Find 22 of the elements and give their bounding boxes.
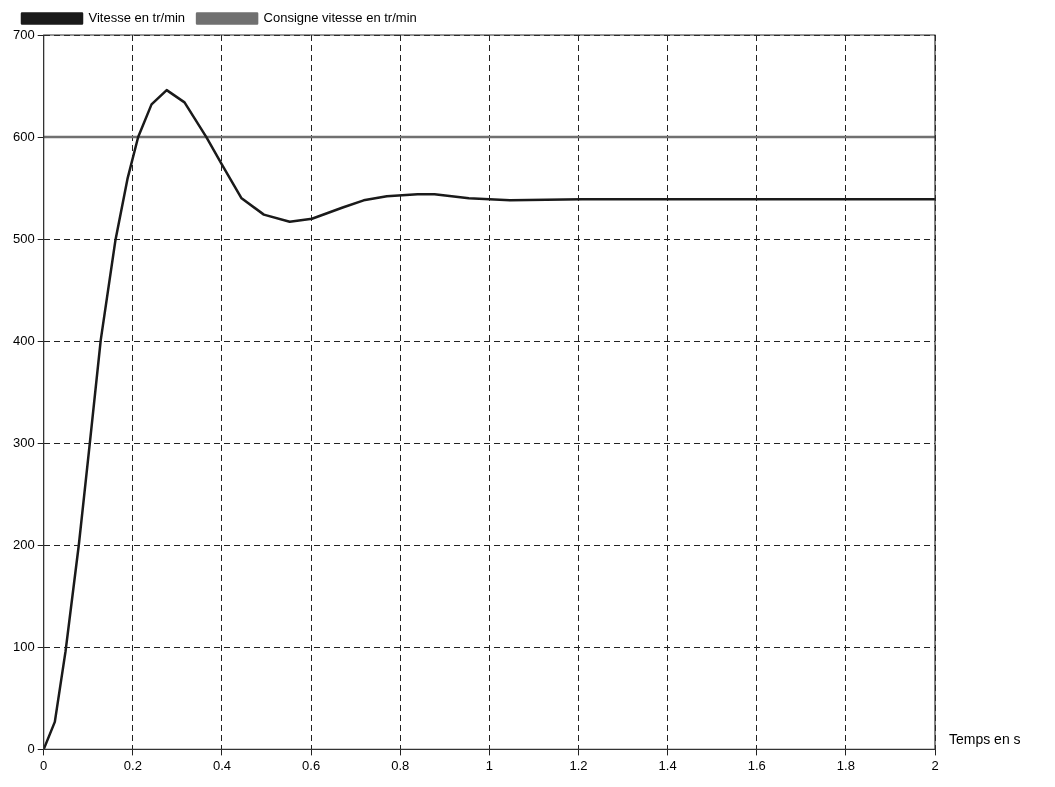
x-tick-label: 0.4 [212, 757, 231, 773]
x-tick-label: 1.6 [747, 757, 766, 773]
y-tick-label: 500 [12, 230, 35, 246]
x-tick-label: 2 [931, 757, 939, 773]
y-tick-label: 700 [12, 26, 35, 42]
x-tick-label: 0.2 [123, 757, 142, 773]
legend-label: Consigne vitesse en tr/min [263, 10, 417, 26]
x-tick-label: 1.8 [836, 757, 855, 773]
y-tick-label: 200 [12, 536, 35, 552]
x-tick-label: 1.2 [569, 757, 588, 773]
legend-label: Vitesse en tr/min [88, 10, 186, 26]
x-tick-label: 0.8 [391, 757, 410, 773]
x-axis-title: Temps en s [949, 731, 1021, 748]
y-tick-label: 400 [12, 332, 35, 348]
x-tick-label: 0.6 [302, 757, 321, 773]
y-tick-label: 300 [12, 434, 35, 450]
y-tick-label: 100 [12, 638, 35, 654]
y-tick-label: 600 [12, 128, 35, 144]
y-tick-label: 0 [27, 740, 35, 756]
x-tick-label: 1.4 [658, 757, 677, 773]
x-tick-label: 1 [485, 757, 493, 773]
x-tick-label: 0 [40, 757, 48, 773]
